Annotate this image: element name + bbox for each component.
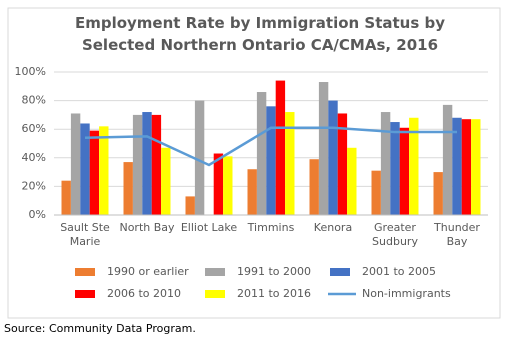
- source: Source: Community Data Program.: [4, 322, 196, 335]
- bar: [213, 153, 224, 215]
- x-tick-label: Thunder Bay: [434, 221, 480, 248]
- line: [84, 126, 457, 167]
- x-tick-label: Sault Ste Marie: [60, 221, 110, 248]
- y-tick-label: 40%: [22, 151, 46, 164]
- legend-marker: [205, 290, 225, 298]
- bar: [390, 122, 400, 215]
- x-tick-label: Kenora: [313, 221, 353, 234]
- legend-marker: [330, 268, 350, 276]
- y-tick-label: 60%: [22, 122, 46, 135]
- bar: [471, 119, 481, 215]
- y-tick-label: 20%: [22, 179, 46, 192]
- bar: [309, 159, 319, 215]
- bar: [409, 117, 419, 215]
- chart-border: [7, 7, 501, 319]
- bar: [89, 130, 100, 215]
- x-tick-label: Greater Sudbury: [372, 221, 418, 248]
- bar: [194, 100, 205, 215]
- bar: [123, 162, 133, 215]
- bar: [80, 123, 90, 215]
- bar: [347, 147, 357, 215]
- bar: [223, 156, 233, 215]
- legend-marker: [75, 290, 95, 298]
- x-tick-label: Timmins: [247, 221, 295, 234]
- x-tick-label: Elliot Lake: [180, 221, 238, 234]
- bar: [461, 119, 472, 215]
- bar: [371, 170, 381, 215]
- bar: [285, 112, 295, 215]
- bar: [380, 112, 391, 215]
- y-tick-label: 0%: [29, 208, 46, 221]
- bar: [61, 180, 71, 215]
- y-tick-label: 100%: [15, 65, 46, 78]
- bar: [337, 113, 348, 215]
- bar: [247, 169, 257, 215]
- bar: [99, 126, 109, 215]
- bar: [256, 92, 267, 215]
- legend-label: 2001 to 2005: [362, 265, 436, 278]
- legend-label: 2011 to 2016: [237, 287, 311, 300]
- legend-label: 1990 or earlier: [107, 265, 189, 278]
- legend-marker: [75, 268, 95, 276]
- bar: [442, 104, 453, 215]
- bar: [70, 113, 81, 215]
- bar: [318, 82, 329, 215]
- chart-title: Employment Rate by Immigration Status by…: [74, 14, 446, 54]
- legend-label: 1991 to 2000: [237, 265, 311, 278]
- bar: [452, 117, 462, 215]
- bar: [275, 80, 286, 215]
- legend-label: 2006 to 2010: [107, 287, 181, 300]
- bar: [132, 114, 143, 215]
- bar: [399, 127, 410, 215]
- bar: [185, 196, 195, 215]
- bar: [266, 106, 276, 215]
- legend-marker: [205, 268, 225, 276]
- x-tick-label: North Bay: [119, 221, 175, 234]
- bar: [433, 172, 443, 215]
- bar: [151, 114, 162, 215]
- bar: [142, 112, 152, 215]
- y-tick-label: 80%: [22, 94, 46, 107]
- legend-label: Non-immigrants: [362, 287, 451, 300]
- bar: [161, 147, 171, 215]
- bar: [328, 100, 338, 215]
